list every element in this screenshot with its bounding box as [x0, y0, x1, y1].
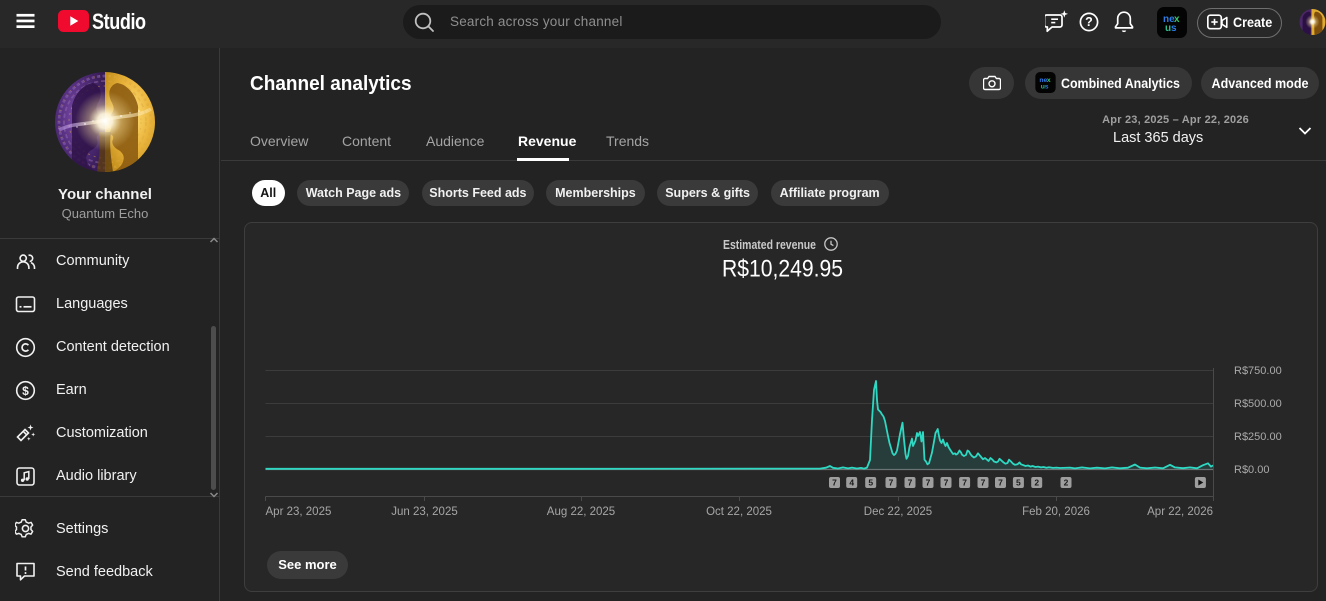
svg-text:Jun 23, 2025: Jun 23, 2025 — [391, 506, 458, 518]
svg-text:s: s — [1045, 83, 1049, 90]
svg-text:Aug 22, 2025: Aug 22, 2025 — [547, 506, 615, 518]
svg-text:ne: ne — [1163, 14, 1175, 25]
svg-text:7: 7 — [926, 478, 931, 488]
svg-text:2: 2 — [1064, 478, 1069, 488]
svg-text:ne: ne — [1039, 77, 1047, 84]
svg-text:7: 7 — [832, 478, 837, 488]
svg-text:Apr 22, 2026: Apr 22, 2026 — [1147, 506, 1213, 518]
svg-text:s: s — [1171, 23, 1177, 34]
svg-text:2: 2 — [1034, 478, 1039, 488]
svg-text:R$500.00: R$500.00 — [1234, 398, 1282, 410]
svg-text:Feb 20, 2026: Feb 20, 2026 — [1022, 506, 1090, 518]
svg-text:4: 4 — [849, 478, 854, 488]
svg-text:x: x — [1047, 77, 1051, 84]
svg-text:7: 7 — [944, 478, 949, 488]
svg-text:7: 7 — [998, 478, 1003, 488]
svg-text:Oct 22, 2025: Oct 22, 2025 — [706, 506, 772, 518]
svg-text:$: $ — [22, 384, 29, 398]
svg-text:x: x — [1174, 14, 1180, 25]
svg-text:5: 5 — [868, 478, 873, 488]
svg-text:u: u — [1165, 23, 1171, 34]
svg-text:R$250.00: R$250.00 — [1234, 431, 1282, 443]
svg-text:R$0.00: R$0.00 — [1234, 464, 1269, 476]
svg-text:?: ? — [1085, 15, 1093, 29]
svg-text:u: u — [1041, 83, 1045, 90]
svg-text:7: 7 — [981, 478, 986, 488]
svg-text:Dec 22, 2025: Dec 22, 2025 — [864, 506, 932, 518]
svg-text:R$10,249.95: R$10,249.95 — [722, 256, 843, 283]
svg-text:7: 7 — [908, 478, 913, 488]
svg-text:Estimated revenue: Estimated revenue — [723, 238, 816, 252]
svg-text:Apr 23, 2025: Apr 23, 2025 — [266, 506, 332, 518]
svg-text:5: 5 — [1016, 478, 1021, 488]
svg-text:7: 7 — [962, 478, 967, 488]
svg-text:R$750.00: R$750.00 — [1234, 365, 1282, 377]
svg-text:7: 7 — [889, 478, 894, 488]
